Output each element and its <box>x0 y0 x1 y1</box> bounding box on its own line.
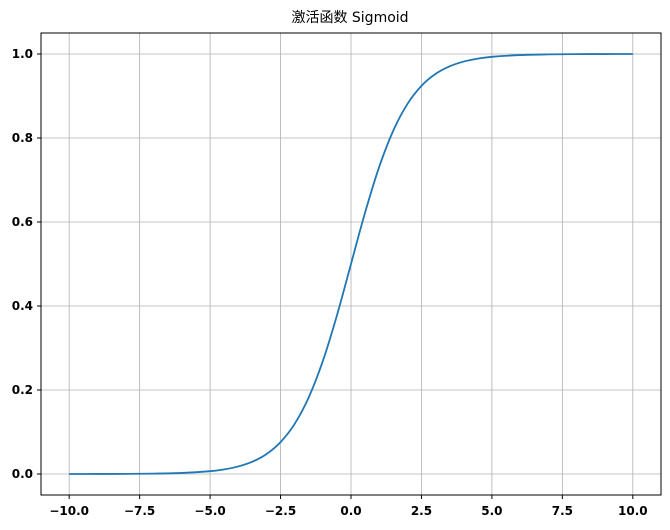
x-tick-label: 7.5 <box>552 504 573 518</box>
series-line <box>69 53 633 475</box>
y-tick-label: 0.0 <box>12 467 33 481</box>
y-tick-label: 0.6 <box>12 215 33 229</box>
y-tick-label: 0.8 <box>12 131 33 145</box>
y-tick-label: 0.2 <box>12 383 33 397</box>
x-tick-label: 5.0 <box>481 504 502 518</box>
x-tick-label: −7.5 <box>124 504 155 518</box>
ticks: −10.0 −7.5 −5.0 −2.5 0.0 2.5 5.0 7.5 10.0 0.0 0.2 0… <box>12 47 648 518</box>
x-tick-label: 2.5 <box>411 504 432 518</box>
series-layer <box>69 53 633 475</box>
x-tick-label: 0.0 <box>340 504 361 518</box>
y-tick-label: 1.0 <box>12 47 33 61</box>
y-tick-label: 0.4 <box>12 299 33 313</box>
x-tick-label: 10.0 <box>618 504 648 518</box>
x-tick-label: −10.0 <box>49 504 89 518</box>
x-tick-label: −5.0 <box>194 504 225 518</box>
x-tick-label: −2.5 <box>265 504 296 518</box>
chart-title: 激活函数 Sigmoid <box>291 9 408 26</box>
